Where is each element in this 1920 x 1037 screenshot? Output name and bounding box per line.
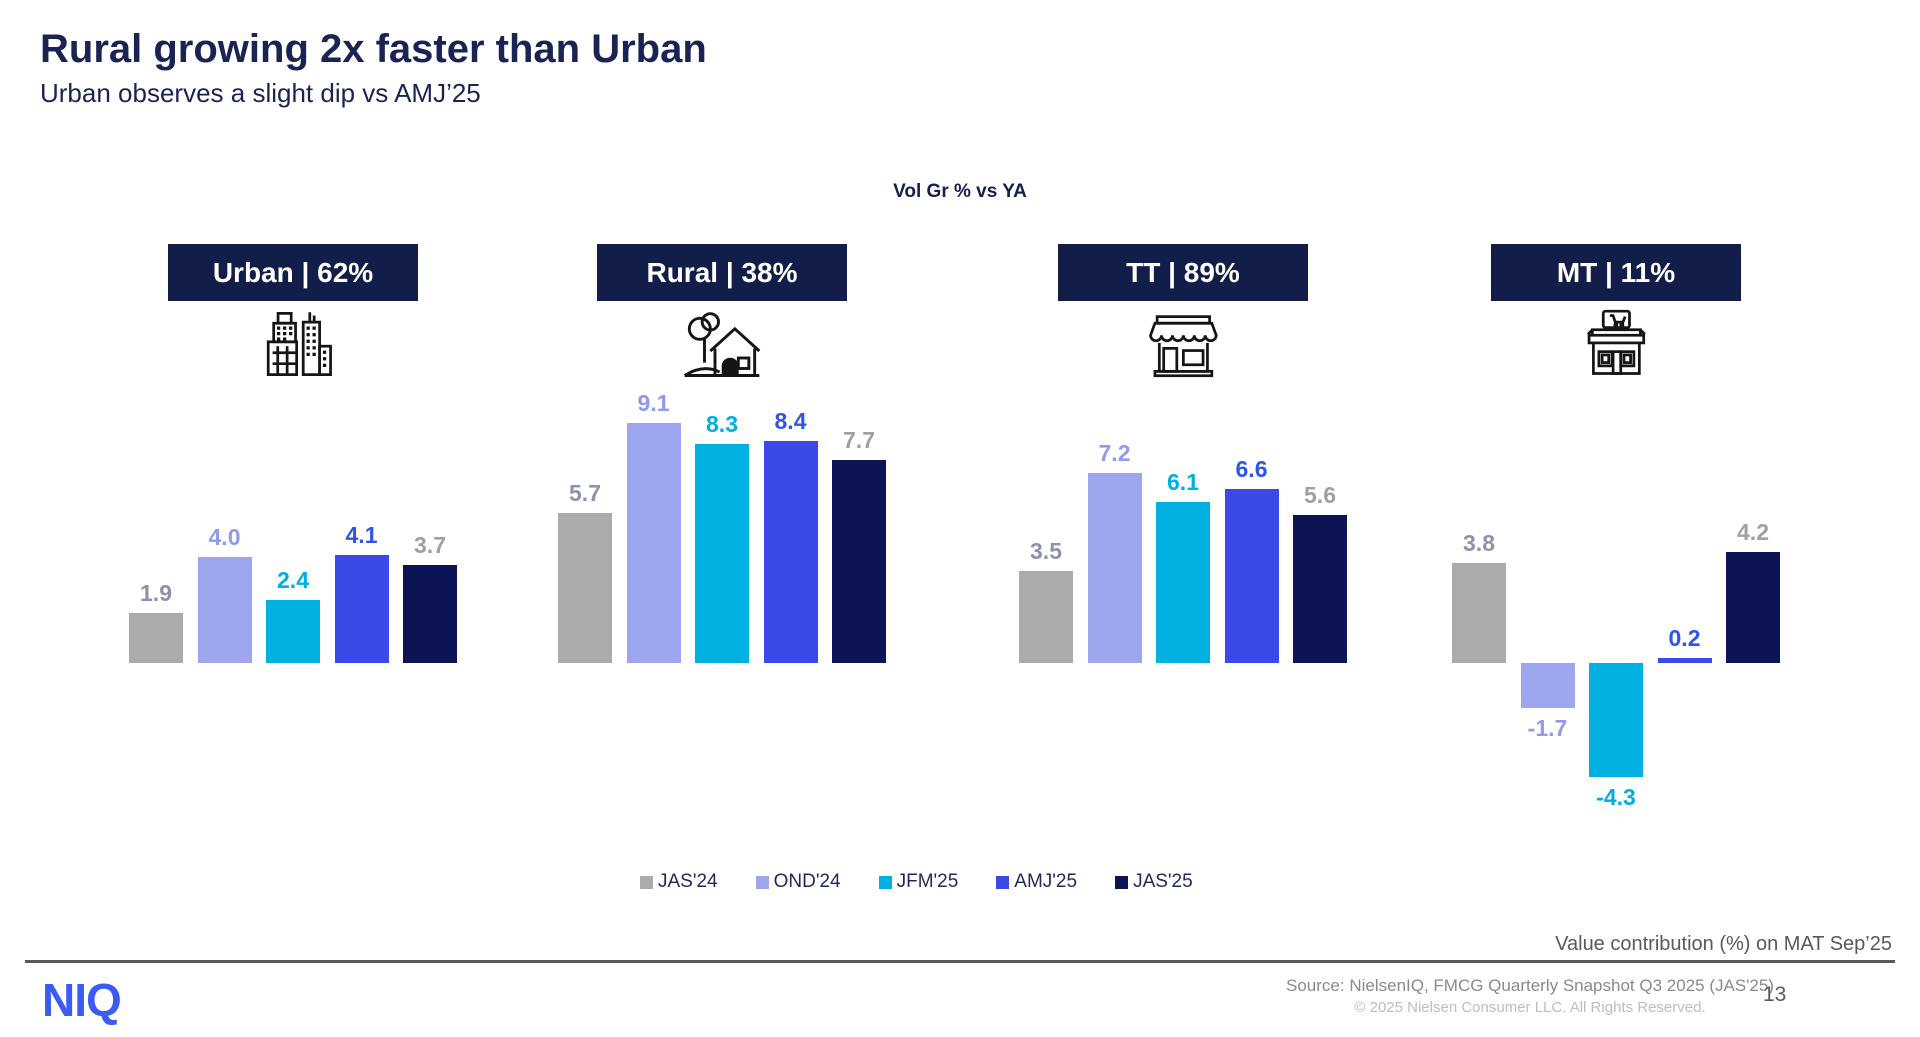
bar-chart-rural: 5.7 9.1 8.3 8.4 7.7: [558, 390, 886, 815]
bar-OND'24: [1087, 472, 1142, 663]
group-badge-tt: TT | 89%: [1058, 244, 1308, 301]
bar-JAS'25: [1726, 552, 1780, 663]
group-urban: Urban | 62%: [121, 244, 465, 819]
copyright-line: © 2025 Nielsen Consumer LLC. All Rights …: [1354, 999, 1706, 1016]
bar-value-label: 1.9: [140, 579, 172, 606]
bar-value-label: 7.7: [843, 426, 875, 453]
chart-title: Vol Gr % vs YA: [893, 181, 1027, 202]
page-title: Rural growing 2x faster than Urban: [40, 27, 707, 71]
bar-OND'24: [197, 557, 252, 663]
group-badge-urban: Urban | 62%: [168, 244, 418, 301]
bar-JAS'24: [558, 512, 612, 663]
bar-value-label: 0.2: [1668, 624, 1701, 651]
bar-JAS'24: [1019, 570, 1073, 663]
niq-logo: NIQ: [42, 974, 122, 1026]
bar-value-label: 8.4: [774, 408, 807, 435]
legend-item-AMJ'25: AMJ'25: [996, 871, 1077, 893]
bar-value-label: 2.4: [277, 566, 309, 593]
bar-value-label: 3.7: [414, 532, 446, 559]
legend-swatch: [1115, 875, 1129, 889]
bar-value-label: 6.1: [1167, 468, 1199, 495]
bar-JFM'25: [1156, 501, 1210, 663]
bar-AMJ'25: [1657, 657, 1712, 663]
bar-JFM'25: [266, 599, 320, 663]
group-badge-mt: MT | 11%: [1491, 244, 1741, 301]
bar-value-label: 4.2: [1737, 519, 1769, 546]
legend-swatch: [755, 875, 769, 889]
source-block: Source: NielsenIQ, FMCG Quarterly Snapsh…: [1150, 976, 1910, 1016]
source-line: Source: NielsenIQ, FMCG Quarterly Snapsh…: [1286, 976, 1774, 995]
legend-item-JAS'24: JAS'24: [640, 871, 718, 893]
bar-value-label: 3.8: [1463, 529, 1495, 556]
bar-value-label: 9.1: [637, 389, 670, 416]
bar-AMJ'25: [334, 554, 389, 663]
legend-swatch: [996, 875, 1010, 889]
bar-value-label: 4.1: [345, 521, 378, 548]
modern-trade-store-icon: [1444, 308, 1788, 380]
legend-item-OND'24: OND'24: [755, 871, 841, 893]
bar-OND'24: [626, 422, 681, 663]
bar-value-label: 6.6: [1235, 455, 1268, 482]
bar-AMJ'25: [1224, 488, 1279, 663]
bar-value-label: 8.3: [706, 410, 738, 437]
bar-JAS'24: [1452, 562, 1506, 663]
legend-label: JAS'25: [1133, 871, 1193, 892]
legend-label: OND'24: [773, 871, 841, 892]
legend: JAS'24 OND'24 JFM'25 AMJ'25 JAS'25: [640, 871, 1193, 893]
header: Rural growing 2x faster than Urban Urban…: [40, 26, 707, 109]
legend-swatch: [878, 875, 892, 889]
city-buildings-icon: [121, 308, 465, 380]
value-contribution-note: Value contribution (%) on MAT Sep’25: [1555, 933, 1892, 955]
traditional-trade-store-icon: [1011, 308, 1355, 380]
group-rural: Rural | 38% 5.7 9.1 8.3 8.4 7.7: [550, 244, 894, 819]
legend-item-JFM'25: JFM'25: [878, 871, 959, 893]
footer-divider: [25, 960, 1895, 963]
rural-house-icon: [550, 308, 894, 380]
bar-JFM'25: [695, 443, 749, 663]
legend-swatch: [640, 875, 653, 889]
group-tt: TT | 89% 3.5 7.2 6.1 6.6 5.6: [1011, 244, 1355, 819]
bar-value-label: -1.7: [1527, 714, 1568, 741]
bar-chart-tt: 3.5 7.2 6.1 6.6 5.6: [1019, 395, 1347, 815]
bar-JFM'25: [1589, 663, 1643, 777]
bar-value-label: 3.5: [1030, 537, 1062, 564]
page-number: 13: [1763, 983, 1787, 1006]
group-mt: MT | 11% 3.8 -1.7 -4.3 0.2 4.2: [1444, 244, 1788, 819]
legend-label: AMJ'25: [1014, 871, 1078, 892]
legend-item-JAS'25: JAS'25: [1115, 871, 1193, 893]
bar-value-label: 7.2: [1098, 439, 1131, 466]
bar-chart-urban: 1.9 4.0 2.4 4.1 3.7: [129, 395, 457, 815]
bar-chart-mt: 3.8 -1.7 -4.3 0.2 4.2: [1452, 395, 1780, 815]
bar-JAS'25: [1293, 515, 1347, 663]
bar-JAS'24: [129, 612, 183, 663]
bar-value-label: 5.7: [569, 479, 601, 506]
bar-JAS'25: [832, 459, 886, 663]
legend-label: JFM'25: [896, 871, 959, 892]
page-subtitle: Urban observes a slight dip vs AMJ’25: [40, 78, 481, 108]
bar-value-label: 4.0: [208, 524, 241, 551]
bar-value-label: 5.6: [1304, 482, 1336, 509]
bar-JAS'25: [403, 565, 457, 663]
legend-label: JAS'24: [658, 871, 718, 892]
bar-value-label: -4.3: [1596, 783, 1636, 810]
bar-OND'24: [1520, 663, 1575, 708]
group-badge-rural: Rural | 38%: [597, 244, 847, 301]
bar-AMJ'25: [763, 441, 818, 663]
